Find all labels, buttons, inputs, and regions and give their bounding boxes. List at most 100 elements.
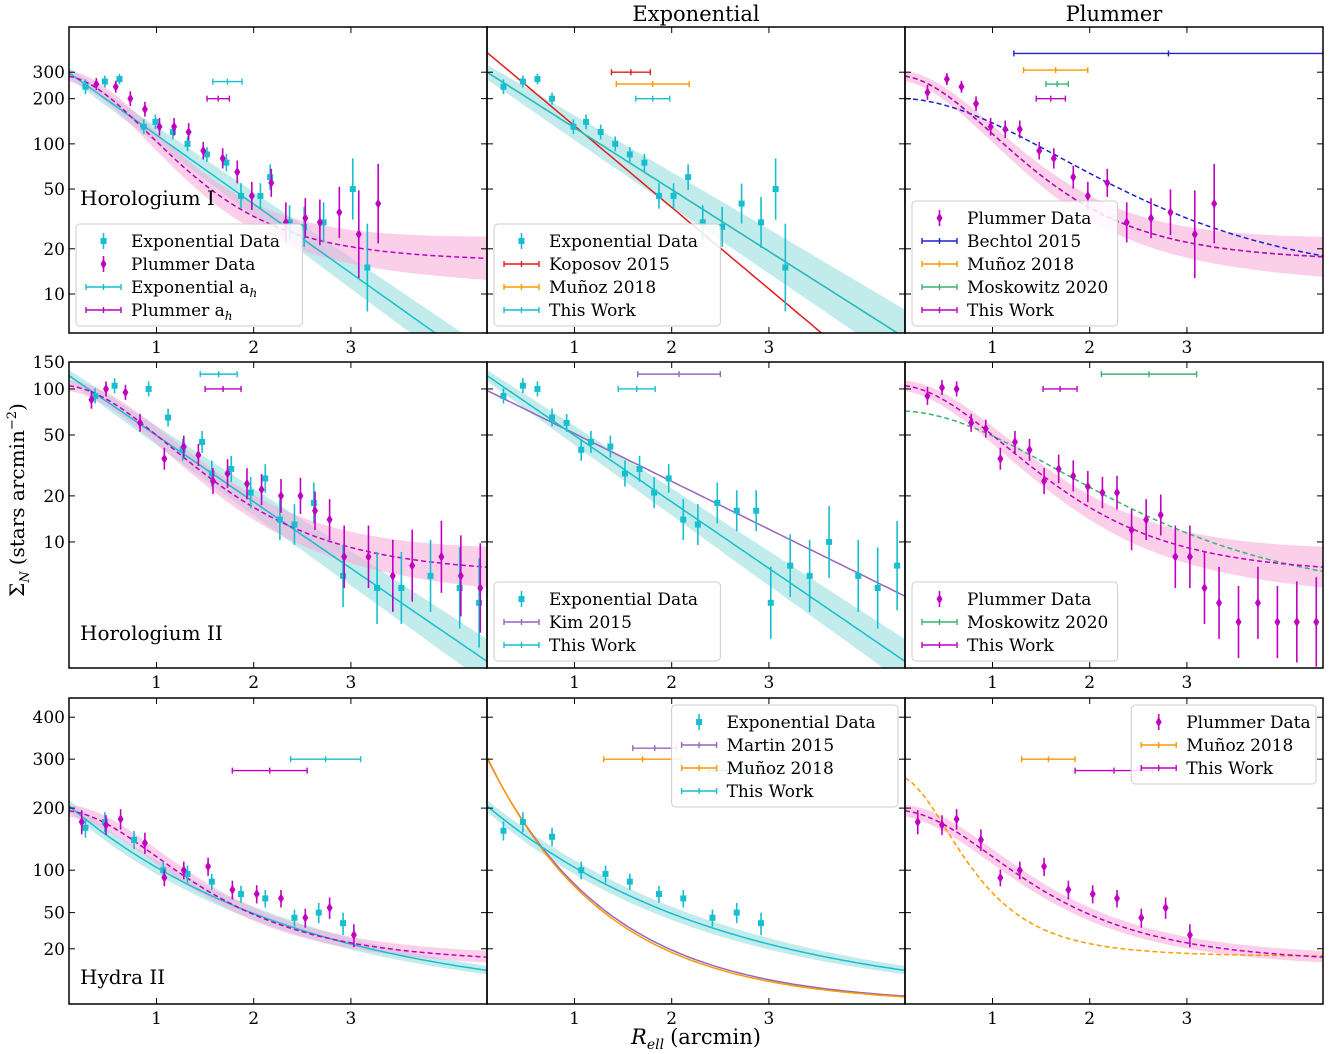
plummer-data-point bbox=[1162, 902, 1169, 913]
x-tick-label: 2 bbox=[1084, 338, 1095, 358]
x-tick-label: 2 bbox=[1084, 1009, 1095, 1029]
model-curve-orange bbox=[487, 756, 905, 998]
legend-label: Moskowitz 2020 bbox=[967, 278, 1108, 298]
x-tick-label: 3 bbox=[763, 673, 774, 693]
y-tick-label: 200 bbox=[33, 799, 65, 819]
exponential-data-point bbox=[340, 920, 347, 927]
x-tick-label: 3 bbox=[1181, 1009, 1192, 1029]
plummer-data-point bbox=[409, 560, 416, 571]
plummer-data-point bbox=[1211, 198, 1218, 209]
legend-frame bbox=[911, 200, 1119, 327]
exponential-data-point bbox=[267, 174, 274, 181]
legend-label-sub: h bbox=[249, 286, 257, 300]
y-tick-label: 400 bbox=[33, 708, 65, 728]
plummer-data-point bbox=[1235, 616, 1242, 627]
legend-label: This Work bbox=[549, 636, 637, 656]
legend-label-sub: h bbox=[225, 309, 233, 323]
plummer-data-point bbox=[958, 81, 965, 92]
plot-area bbox=[69, 756, 487, 975]
plummer-data-point bbox=[234, 166, 241, 177]
plummer-data-point bbox=[350, 929, 357, 940]
exponential-data-point bbox=[894, 562, 901, 569]
x-tick-label: 3 bbox=[763, 1009, 774, 1029]
model-curve-cyan bbox=[69, 72, 437, 333]
legend-label: Exponential Data bbox=[549, 232, 698, 252]
legend-frame bbox=[911, 581, 1119, 662]
exponential-data-point bbox=[534, 76, 541, 83]
exponential-data-point bbox=[340, 572, 347, 579]
plummer-data-point bbox=[127, 93, 134, 104]
plummer-data-point bbox=[1114, 893, 1120, 904]
y-tick-label: 50 bbox=[43, 904, 65, 924]
plummer-data-point bbox=[968, 417, 975, 428]
plummer-data-point bbox=[278, 490, 284, 501]
x-tick-label: 1 bbox=[987, 673, 998, 693]
legend-label: This Work bbox=[727, 782, 815, 802]
exponential-data-point bbox=[519, 818, 526, 825]
legend-label: This Work bbox=[549, 301, 637, 321]
exponential-data-point bbox=[140, 123, 147, 130]
plummer-data-point bbox=[103, 383, 110, 394]
exponential-data-point bbox=[753, 507, 760, 514]
plummer-data-point bbox=[1172, 551, 1179, 562]
exponential-data-point bbox=[626, 878, 633, 885]
model-curve-magenta bbox=[905, 384, 1323, 568]
legend-marker-square bbox=[518, 238, 525, 244]
plummer-data-point bbox=[1254, 597, 1261, 608]
x-axis-unit: (arcmin) bbox=[670, 1025, 761, 1049]
plummer-data-point bbox=[943, 74, 950, 85]
exponential-data-point bbox=[733, 909, 740, 916]
legend-label-main: Exponential a bbox=[131, 278, 249, 298]
plummer-data-point bbox=[953, 383, 960, 394]
plummer-data-point bbox=[939, 382, 946, 393]
x-axis-label: Rell (arcmin) bbox=[630, 1025, 761, 1053]
y-tick-label: 100 bbox=[33, 135, 65, 155]
x-tick-label: 2 bbox=[666, 338, 677, 358]
y-axis-exponent: −2 bbox=[5, 411, 20, 430]
model-curve-magenta bbox=[905, 75, 1323, 258]
y-axis-label: ΣN (stars arcmin−2) bbox=[5, 403, 33, 597]
plummer-data-point bbox=[161, 453, 168, 464]
exponential-data-point bbox=[315, 909, 322, 916]
plummer-data-point bbox=[209, 476, 216, 487]
plummer-data-point bbox=[1050, 153, 1057, 164]
plummer-data-point bbox=[117, 814, 124, 825]
x-tick-label: 1 bbox=[151, 1009, 162, 1029]
y-tick-label: 10 bbox=[43, 533, 65, 553]
x-tick-label: 3 bbox=[345, 338, 356, 358]
plot-area bbox=[69, 370, 487, 668]
exponential-data-point bbox=[500, 827, 507, 834]
plummer-data-point bbox=[195, 450, 202, 461]
exponential-data-point bbox=[758, 219, 765, 226]
model-curve-purple bbox=[487, 389, 905, 597]
uncertainty-band-magenta bbox=[905, 805, 1323, 963]
exponential-data-point bbox=[310, 499, 317, 506]
exponential-data-point bbox=[165, 414, 172, 421]
exponential-data-point bbox=[699, 219, 706, 226]
legend-marker-diamond bbox=[936, 213, 943, 223]
exponential-data-point bbox=[184, 870, 191, 877]
y-tick-label: 100 bbox=[33, 380, 65, 400]
plummer-data-point bbox=[326, 514, 333, 525]
exponential-data-point bbox=[738, 200, 745, 207]
plummer-data-point bbox=[103, 819, 110, 830]
plummer-data-point bbox=[312, 505, 319, 516]
plot-area bbox=[905, 50, 1323, 279]
exponential-data-point bbox=[855, 572, 862, 579]
exponential-data-point bbox=[320, 219, 327, 226]
plummer-data-point bbox=[1138, 912, 1145, 923]
plummer-data-point bbox=[1216, 597, 1223, 608]
exponential-data-point bbox=[670, 192, 677, 199]
exponential-data-point bbox=[655, 891, 662, 898]
legend: Exponential Data Kim 2015 This Work bbox=[493, 581, 721, 662]
exponential-data-point bbox=[82, 83, 89, 90]
exponential-data-point bbox=[549, 414, 556, 421]
plummer-data-point bbox=[180, 865, 187, 876]
plummer-data-point bbox=[268, 177, 275, 188]
exponential-data-point bbox=[145, 385, 152, 392]
legend-label: Plummer ah bbox=[131, 301, 233, 323]
y-tick-label: 10 bbox=[43, 285, 65, 305]
plummer-data-point bbox=[1089, 889, 1096, 900]
plummer-data-point bbox=[1201, 582, 1208, 593]
